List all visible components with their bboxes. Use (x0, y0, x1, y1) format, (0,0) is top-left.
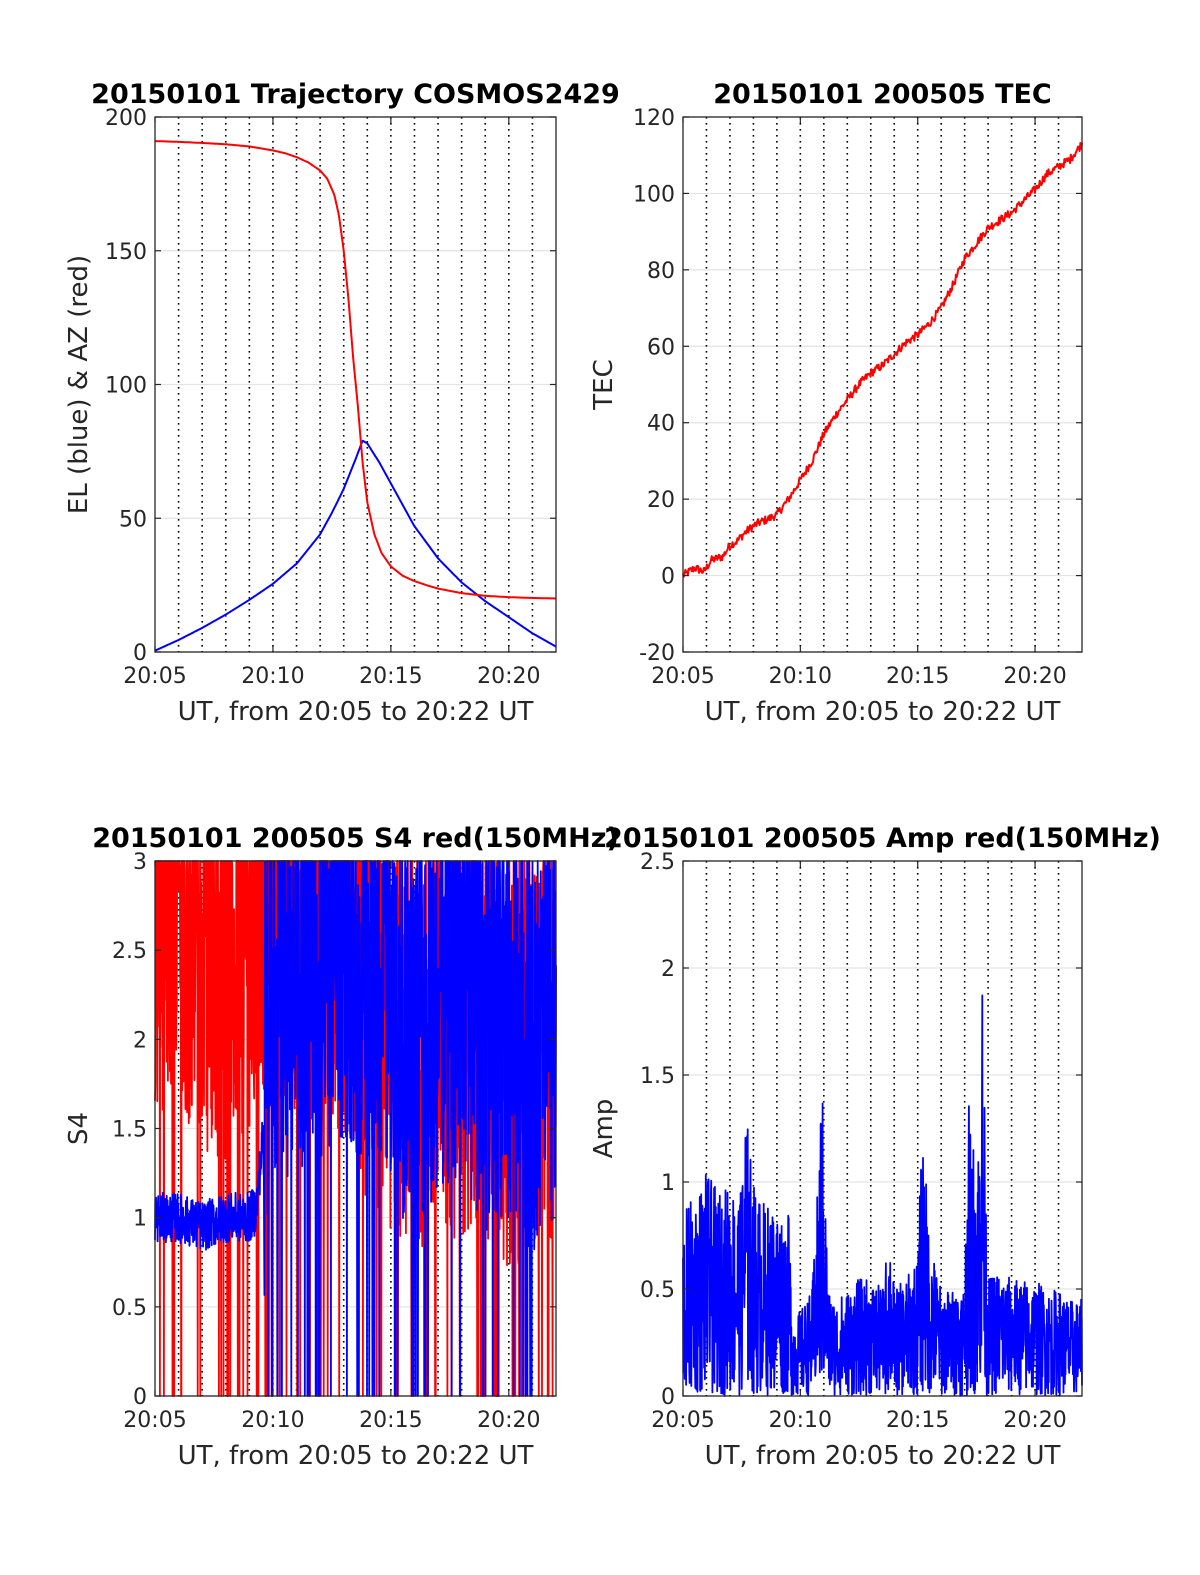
y-tick-label: -20 (639, 641, 675, 666)
y-tick-label: 200 (105, 106, 147, 131)
y-tick-label: 2 (661, 957, 675, 982)
x-tick-label: 20:15 (359, 664, 422, 689)
chart-title: 20150101 200505 Amp red(150MHz) (604, 823, 1161, 854)
y-tick-label: 1 (133, 1207, 147, 1232)
y-tick-label: 80 (647, 259, 675, 284)
x-tick-label: 20:10 (241, 664, 304, 689)
x-axis-label: UT, from 20:05 to 20:22 UT (178, 1441, 534, 1471)
y-tick-label: 0.5 (112, 1296, 147, 1321)
y-tick-label: 1.5 (640, 1064, 675, 1089)
x-tick-label: 20:05 (123, 1408, 186, 1433)
chart-title: 20150101 200505 S4 red(150MHz) (92, 823, 619, 854)
x-tick-label: 20:15 (886, 1408, 949, 1433)
y-tick-label: 0.5 (640, 1278, 675, 1303)
x-tick-label: 20:10 (769, 1408, 832, 1433)
y-tick-label: 1 (661, 1171, 675, 1196)
y-axis-label: TEC (589, 359, 619, 410)
chart-panel-1: 0 50 100 150 200 20:05 20:10 20:15 20:20 20150101… (64, 79, 620, 727)
series-line-1 (154, 439, 557, 652)
y-tick-label: 20 (647, 488, 675, 513)
y-tick-label: 0 (661, 565, 675, 590)
x-tick-label: 20:10 (241, 1408, 304, 1433)
y-axis-label: S4 (64, 1112, 94, 1145)
x-tick-label: 20:05 (123, 664, 186, 689)
y-tick-label: 2.5 (112, 939, 147, 964)
x-tick-label: 20:05 (651, 664, 714, 689)
x-axis-label: UT, from 20:05 to 20:22 UT (178, 697, 534, 727)
series-line-2 (154, 140, 557, 600)
series-line-2 (154, 860, 557, 1397)
x-tick-label: 20:15 (886, 664, 949, 689)
chart-title: 20150101 Trajectory COSMOS2429 (91, 79, 620, 110)
x-axis-label: UT, from 20:05 to 20:22 UT (705, 1441, 1061, 1471)
y-axis-label: EL (blue) & AZ (red) (64, 255, 94, 514)
y-tick-label: 120 (633, 106, 675, 131)
x-tick-label: 20:10 (769, 664, 832, 689)
chart-panel-2: -20 0 20 40 60 80 100 120 20:05 20:10 20:15 20:20 20… (589, 79, 1083, 727)
series-line-1 (682, 142, 1083, 578)
y-tick-label: 0 (133, 641, 147, 666)
axes-box (682, 116, 1083, 653)
x-axis-label: UT, from 20:05 to 20:22 UT (705, 697, 1061, 727)
y-tick-label: 0 (133, 1385, 147, 1410)
y-tick-label: 50 (119, 507, 147, 532)
x-tick-label: 20:20 (477, 664, 540, 689)
y-tick-label: 2.5 (640, 850, 675, 875)
chart-title: 20150101 200505 TEC (713, 79, 1052, 110)
y-tick-label: 60 (647, 335, 675, 360)
y-tick-label: 2 (133, 1028, 147, 1053)
x-tick-label: 20:15 (359, 1408, 422, 1433)
y-tick-label: 100 (633, 182, 675, 207)
y-tick-label: 0 (661, 1385, 675, 1410)
x-tick-label: 20:20 (477, 1408, 540, 1433)
y-tick-label: 150 (105, 240, 147, 265)
y-tick-label: 40 (647, 412, 675, 437)
series-line-1 (682, 994, 1083, 1397)
y-tick-label: 1.5 (112, 1118, 147, 1143)
chart-panel-4: 0 0.5 1 1.5 2 2.5 20:05 20:10 20:15 20:20 20150101… (589, 823, 1161, 1471)
x-tick-label: 20:20 (1003, 664, 1066, 689)
y-axis-label: Amp (589, 1099, 619, 1159)
y-tick-label: 100 (105, 374, 147, 399)
chart-panel-3: 0 0.5 1 1.5 2 2.5 3 20:05 20:10 20:15 20:20 2015010… (64, 823, 619, 1471)
y-tick-label: 3 (133, 850, 147, 875)
x-tick-label: 20:05 (651, 1408, 714, 1433)
axes-box (682, 860, 1083, 1397)
x-tick-label: 20:20 (1003, 1408, 1066, 1433)
